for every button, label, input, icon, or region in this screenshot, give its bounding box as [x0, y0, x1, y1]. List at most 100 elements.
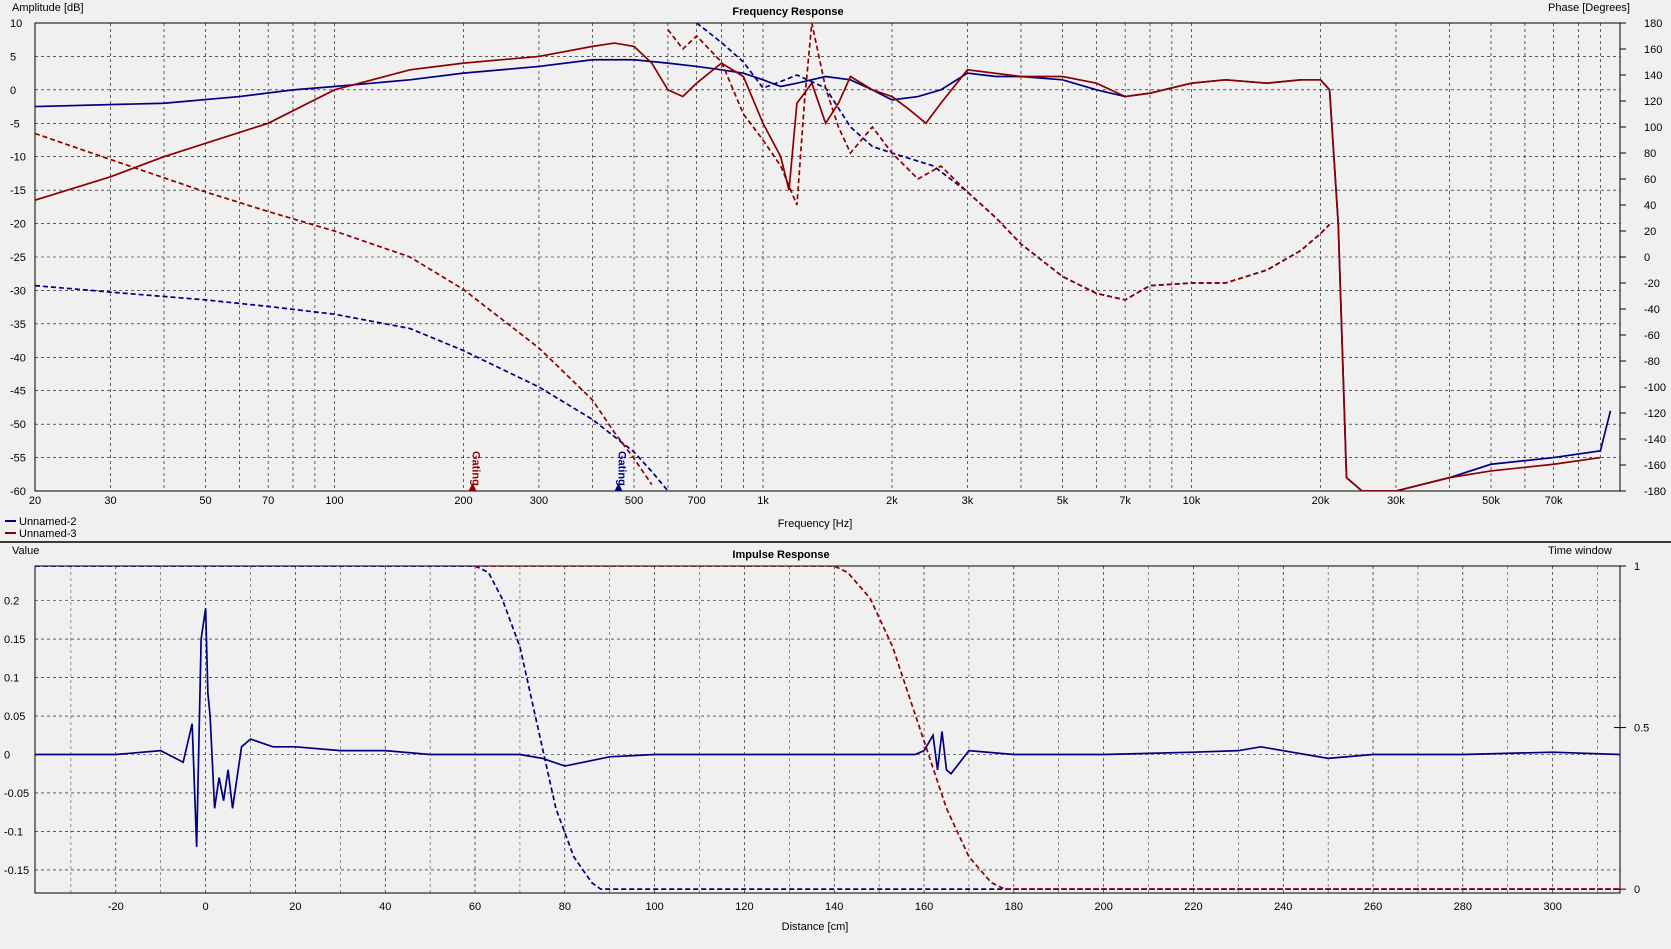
top-y-tick-label: 0: [10, 85, 16, 97]
gating-marker: [468, 483, 477, 491]
top-x-tick-label: 5k: [1057, 495, 1069, 507]
bottom-x-tick-label: 220: [1184, 901, 1202, 913]
series-unnamed-2-window: [35, 566, 1620, 891]
top-y2-tick-label: -60: [1644, 330, 1660, 342]
bottom-y2-tick-label: 0.5: [1634, 723, 1649, 735]
top-left-axis-label: Amplitude [dB]: [12, 2, 84, 14]
top-x-tick-label: 30: [104, 495, 116, 507]
top-y-tick-label: -30: [10, 285, 26, 297]
bottom-x-tick-label: 280: [1454, 901, 1472, 913]
top-x-tick-label: 100: [325, 495, 343, 507]
bottom-y-tick-label: 0.05: [4, 711, 25, 723]
bottom-y2-tick-label: 0: [1634, 884, 1640, 896]
bottom-right-axis-label: Time window: [1548, 545, 1612, 557]
top-y2-tick-label: 60: [1644, 174, 1656, 186]
top-y2-tick-label: 160: [1644, 44, 1662, 56]
bottom-x-tick-label: 80: [559, 901, 571, 913]
bottom-x-tick-label: 160: [915, 901, 933, 913]
top-y-tick-label: -10: [10, 152, 26, 164]
top-series-group: [35, 23, 1612, 491]
top-y-tick-label: -40: [10, 352, 26, 364]
top-y2-tick-label: 0: [1644, 252, 1650, 264]
bottom-left-axis-label: Value: [12, 545, 39, 557]
legend-label-unnamed-2[interactable]: Unnamed-2: [19, 516, 76, 528]
top-y-tick-label: -5: [10, 118, 20, 130]
bottom-x-tick-label: 0: [203, 901, 209, 913]
top-x-tick-label: 1k: [757, 495, 769, 507]
gating-label: Gating: [470, 451, 482, 486]
top-x-tick-label: 300: [530, 495, 548, 507]
bottom-series-group: [35, 566, 1620, 891]
top-y2-tick-label: -40: [1644, 304, 1660, 316]
bottom-x-tick-label: -20: [108, 901, 124, 913]
top-x-tick-label: 10k: [1183, 495, 1201, 507]
top-x-tick-label: 20k: [1312, 495, 1330, 507]
top-x-tick-label: 50k: [1482, 495, 1500, 507]
top-y2-tick-label: 20: [1644, 226, 1656, 238]
bottom-x-tick-label: 140: [825, 901, 843, 913]
top-x-tick-label: 30k: [1387, 495, 1405, 507]
top-y2-tick-label: -180: [1644, 486, 1666, 498]
top-y2-tick-label: -140: [1644, 434, 1666, 446]
top-y2-tick-label: -20: [1644, 278, 1660, 290]
gating-marker: [614, 483, 623, 491]
top-x-tick-label: 70k: [1545, 495, 1563, 507]
top-y2-tick-label: -80: [1644, 356, 1660, 368]
bottom-x-tick-label: 180: [1005, 901, 1023, 913]
top-x-tick-label: 20: [29, 495, 41, 507]
bottom-x-tick-label: 260: [1364, 901, 1382, 913]
bottom-x-tick-label: 120: [735, 901, 753, 913]
top-y-tick-label: -45: [10, 386, 26, 398]
top-y2-tick-label: 180: [1644, 18, 1662, 30]
bottom-x-tick-label: 200: [1094, 901, 1112, 913]
top-y-tick-label: -25: [10, 252, 26, 264]
top-x-tick-label: 200: [454, 495, 472, 507]
frequency-response-plot[interactable]: 1050-5-10-15-20-25-30-35-40-45-50-55-601…: [10, 18, 1666, 507]
series-unnamed-3-phase: [35, 23, 1331, 485]
series-unnamed-3-amplitude: [35, 42, 1601, 491]
bottom-x-tick-label: 240: [1274, 901, 1292, 913]
bottom-x-tick-label: 100: [645, 901, 663, 913]
bottom-y2-tick-label: 1: [1634, 561, 1640, 573]
bottom-x-tick-label: 60: [469, 901, 481, 913]
top-right-axis-label: Phase [Degrees]: [1548, 2, 1630, 14]
bottom-y-tick-label: 0.15: [4, 634, 25, 646]
bottom-y-tick-label: -0.1: [4, 826, 23, 838]
top-y2-tick-label: 100: [1644, 122, 1662, 134]
top-y-tick-label: -35: [10, 319, 26, 331]
legend-label-unnamed-3[interactable]: Unnamed-3: [19, 528, 76, 540]
legend: Unnamed-2 Unnamed-3: [5, 516, 76, 540]
series-unnamed-3-window: [475, 566, 1620, 891]
top-y-tick-label: -55: [10, 453, 26, 465]
bottom-y-tick-label: 0: [4, 750, 10, 762]
top-y2-tick-label: -160: [1644, 460, 1666, 472]
bottom-x-tick-label: 40: [379, 901, 391, 913]
top-x-tick-label: 700: [687, 495, 705, 507]
bottom-x-tick-label: 20: [289, 901, 301, 913]
top-y-tick-label: -15: [10, 185, 26, 197]
top-x-tick-label: 2k: [886, 495, 898, 507]
top-y-tick-label: -20: [10, 219, 26, 231]
bottom-y-tick-label: -0.15: [4, 865, 29, 877]
top-y-tick-label: 5: [10, 51, 16, 63]
top-x-tick-label: 500: [625, 495, 643, 507]
top-y2-tick-label: -100: [1644, 382, 1666, 394]
bottom-x-tick-label: 300: [1543, 901, 1561, 913]
top-y-tick-label: 10: [10, 18, 22, 30]
top-y2-tick-label: 40: [1644, 200, 1656, 212]
top-y2-tick-label: -120: [1644, 408, 1666, 420]
top-x-tick-label: 50: [199, 495, 211, 507]
impulse-response-plot[interactable]: -20 0 20 40 60 80 100 120 140 160 180 200 220 240 260 2…: [4, 561, 1649, 913]
bottom-x-axis-label: Distance [cm]: [782, 921, 849, 933]
top-chart-title: Frequency Response: [732, 6, 843, 18]
top-y-tick-label: -50: [10, 419, 26, 431]
top-x-tick-label: 3k: [962, 495, 974, 507]
top-y2-tick-label: 140: [1644, 70, 1662, 82]
top-x-tick-label: 70: [262, 495, 274, 507]
top-y2-tick-label: 120: [1644, 96, 1662, 108]
bottom-plot-area: [34, 565, 1621, 894]
top-x-axis-label: Frequency [Hz]: [778, 518, 853, 530]
top-y-tick-label: -60: [10, 486, 26, 498]
